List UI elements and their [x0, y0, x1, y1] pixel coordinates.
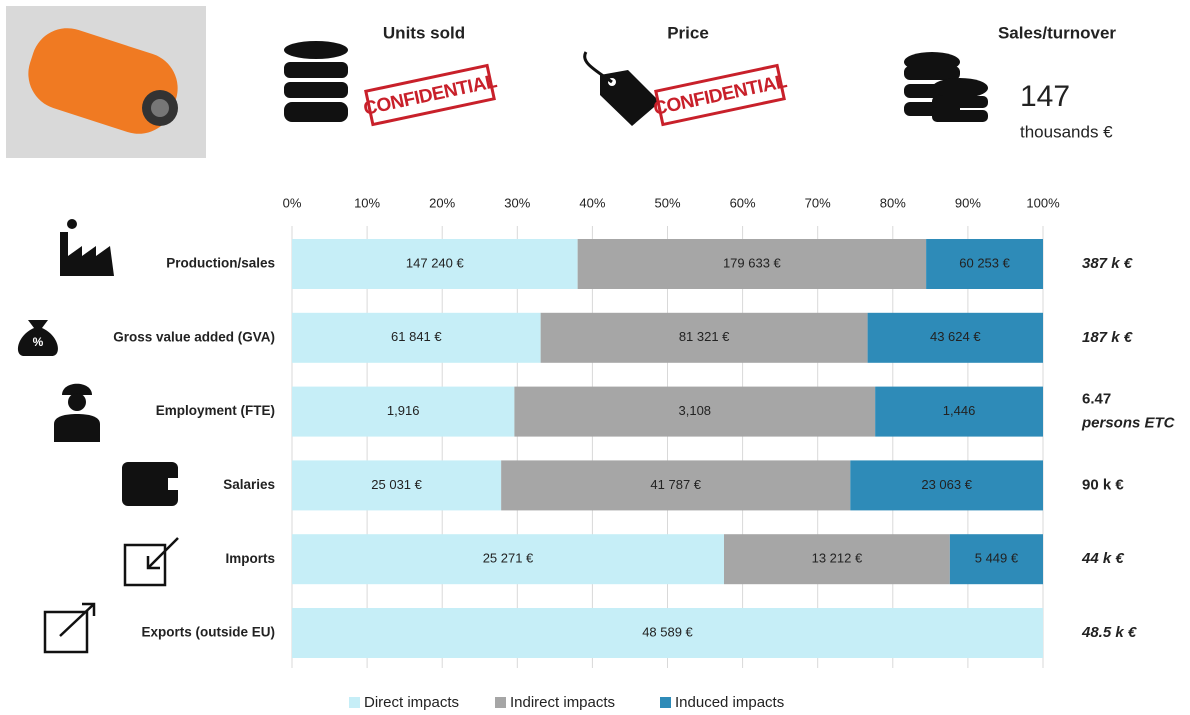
header-title: Price	[667, 23, 709, 42]
total-label: 187 k €	[1082, 329, 1133, 346]
product-photo	[6, 6, 206, 158]
category-label: Employment (FTE)	[156, 403, 275, 418]
value-label: 43 624 €	[930, 329, 981, 344]
x-tick-label: 40%	[579, 195, 605, 210]
legend-swatch	[349, 697, 360, 708]
value-label: 179 633 €	[723, 255, 782, 270]
value-label: 3,108	[679, 403, 712, 418]
x-tick-label: 70%	[805, 195, 831, 210]
value-label: 41 787 €	[650, 477, 701, 492]
value-label: 61 841 €	[391, 329, 442, 344]
value-label: 48 589 €	[642, 624, 693, 639]
x-tick-label: 60%	[730, 195, 756, 210]
legend-label: Direct impacts	[364, 694, 459, 711]
page: Units sold CONFIDENTIAL Price CONFIDENTI…	[0, 0, 1190, 715]
x-tick-label: 50%	[654, 195, 680, 210]
value-label: 25 031 €	[371, 477, 422, 492]
category-label: Salaries	[223, 477, 275, 492]
legend-label: Indirect impacts	[510, 694, 615, 711]
import-icon	[125, 538, 178, 585]
x-tick-label: 80%	[880, 195, 906, 210]
sales-unit: thousands €	[1020, 122, 1113, 141]
coins-icon	[904, 52, 988, 122]
x-tick-label: 90%	[955, 195, 981, 210]
value-label: 1,446	[943, 403, 976, 418]
header-title: Sales/turnover	[998, 23, 1116, 42]
value-label: 81 321 €	[679, 329, 730, 344]
export-icon	[45, 604, 94, 652]
total-label: 6.47	[1082, 391, 1111, 408]
x-tick-label: 0%	[283, 195, 302, 210]
legend-label: Induced impacts	[675, 694, 784, 711]
category-label: Exports (outside EU)	[141, 625, 275, 640]
x-tick-label: 100%	[1026, 195, 1060, 210]
value-label: 13 212 €	[812, 551, 863, 566]
value-label: 147 240 €	[406, 255, 465, 270]
tag-icon	[585, 52, 660, 126]
value-label: 1,916	[387, 403, 420, 418]
database-icon	[284, 41, 348, 122]
value-label: 5 449 €	[975, 551, 1019, 566]
total-label: 387 k €	[1082, 255, 1133, 272]
header-title: Units sold	[383, 23, 465, 42]
x-tick-label: 20%	[429, 195, 455, 210]
legend-swatch	[660, 697, 671, 708]
category-label: Imports	[225, 551, 275, 566]
total-label: 48.5 k €	[1081, 624, 1137, 641]
category-label: Production/sales	[166, 256, 275, 271]
moneybag-icon: %	[18, 320, 58, 356]
total-label: 90 k €	[1082, 476, 1124, 493]
svg-text:%: %	[33, 335, 44, 349]
worker-icon	[54, 384, 100, 442]
wallet-icon	[122, 462, 180, 506]
value-label: 60 253 €	[959, 255, 1010, 270]
x-tick-label: 10%	[354, 195, 380, 210]
value-label: 25 271 €	[483, 551, 534, 566]
total-label: 44 k €	[1081, 550, 1124, 567]
factory-icon	[60, 219, 114, 276]
value-label: 23 063 €	[921, 477, 972, 492]
legend-swatch	[495, 697, 506, 708]
total-unit: persons ETC	[1081, 415, 1176, 432]
x-tick-label: 30%	[504, 195, 530, 210]
category-label: Gross value added (GVA)	[113, 329, 275, 344]
sales-value: 147	[1020, 80, 1070, 113]
